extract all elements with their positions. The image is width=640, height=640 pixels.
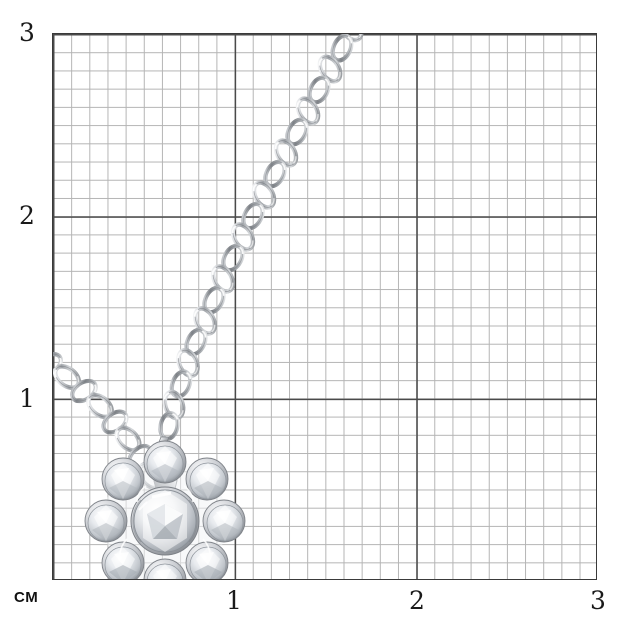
pendant-necklace-artwork [53,34,597,579]
pendant-outer-stones [87,445,244,579]
y-axis-tick-3: 3 [19,18,35,47]
y-axis-tick-2: 2 [19,201,35,230]
pendant-center-stone [133,489,197,553]
unit-label: CM [14,589,39,606]
y-axis-tick-1: 1 [19,384,35,413]
pendant-shadow-accents [132,499,198,543]
x-axis-tick-1: 1 [226,586,242,615]
pendant-cluster [84,440,246,579]
x-axis-tick-3: 3 [590,586,606,615]
chain-right-strand [158,34,366,440]
measurement-grid [52,33,597,580]
pendant-prongs [119,485,211,556]
x-axis-tick-2: 2 [409,586,425,615]
